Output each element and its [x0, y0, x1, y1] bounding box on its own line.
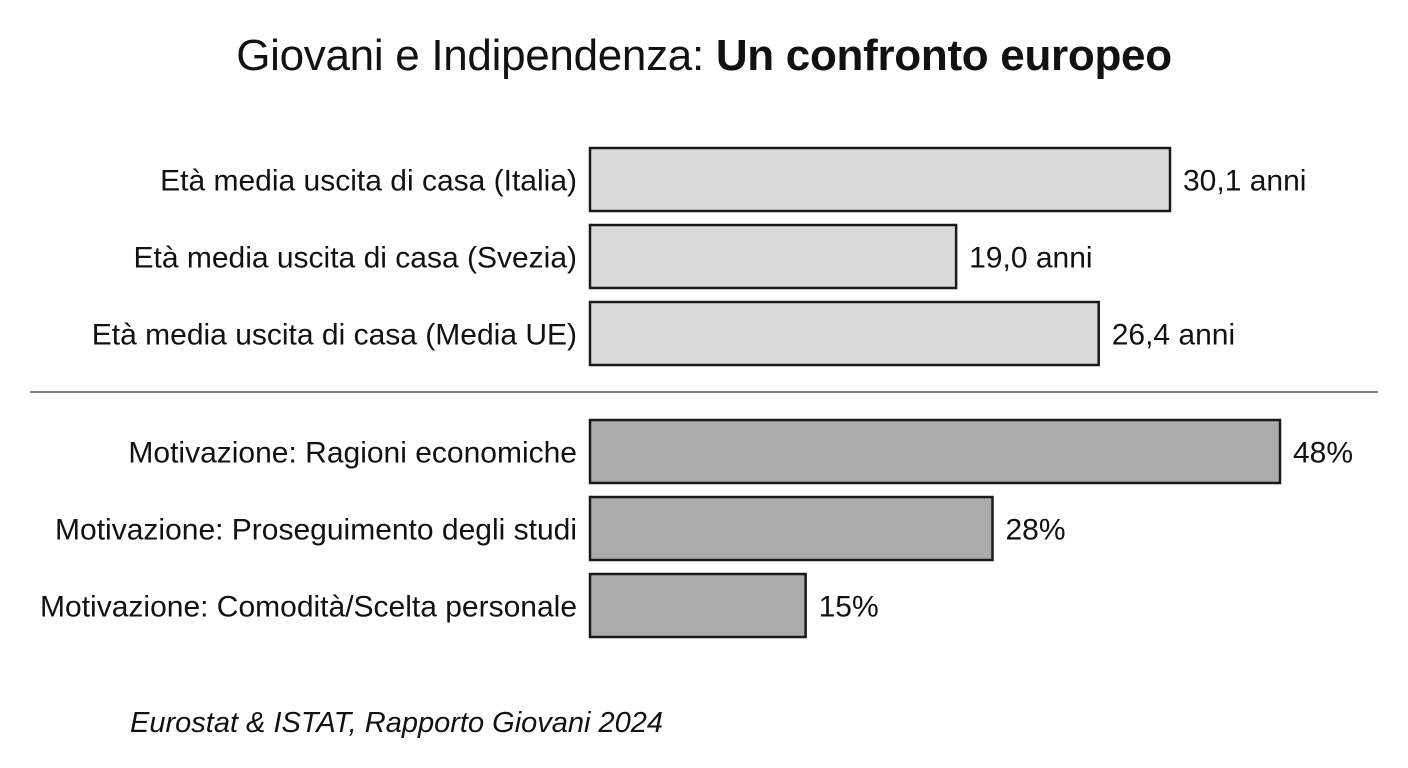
- category-label-eta-media-uscita-di-casa-italia: Età media uscita di casa (Italia): [160, 165, 577, 198]
- value-label-motivazione-ragioni-economiche: 48%: [1293, 437, 1353, 470]
- category-label-motivazione-comodita-scelta-personale: Motivazione: Comodità/Scelta personale: [40, 591, 577, 624]
- category-label-motivazione-ragioni-economiche: Motivazione: Ragioni economiche: [128, 437, 577, 470]
- bar-motivazione-proseguimento-degli-studi: [588, 495, 994, 562]
- bar-eta-media-uscita-di-casa-italia: [588, 146, 1172, 213]
- bar-eta-media-uscita-di-casa-media-ue: [588, 300, 1100, 367]
- chart-title-bold: Un confronto europeo: [715, 31, 1172, 80]
- category-label-eta-media-uscita-di-casa-media-ue: Età media uscita di casa (Media UE): [92, 319, 577, 352]
- bar-eta-media-uscita-di-casa-svezia: [588, 223, 958, 290]
- category-label-motivazione-proseguimento-degli-studi: Motivazione: Proseguimento degli studi: [55, 514, 577, 547]
- value-label-eta-media-uscita-di-casa-svezia: 19,0 anni: [969, 242, 1092, 275]
- value-label-eta-media-uscita-di-casa-media-ue: 26,4 anni: [1112, 319, 1235, 352]
- value-label-eta-media-uscita-di-casa-italia: 30,1 anni: [1183, 165, 1306, 198]
- value-label-motivazione-comodita-scelta-personale: 15%: [819, 591, 879, 624]
- chart-title: Giovani e Indipendenza: Un confronto eur…: [0, 28, 1408, 84]
- chart-title-regular: Giovani e Indipendenza:: [236, 31, 716, 80]
- source-note: Eurostat & ISTAT, Rapporto Giovani 2024: [130, 707, 664, 739]
- value-label-motivazione-proseguimento-degli-studi: 28%: [1006, 514, 1066, 547]
- category-label-eta-media-uscita-di-casa-svezia: Età media uscita di casa (Svezia): [133, 242, 577, 275]
- bar-motivazione-comodita-scelta-personale: [588, 572, 807, 639]
- bar-motivazione-ragioni-economiche: [588, 418, 1282, 485]
